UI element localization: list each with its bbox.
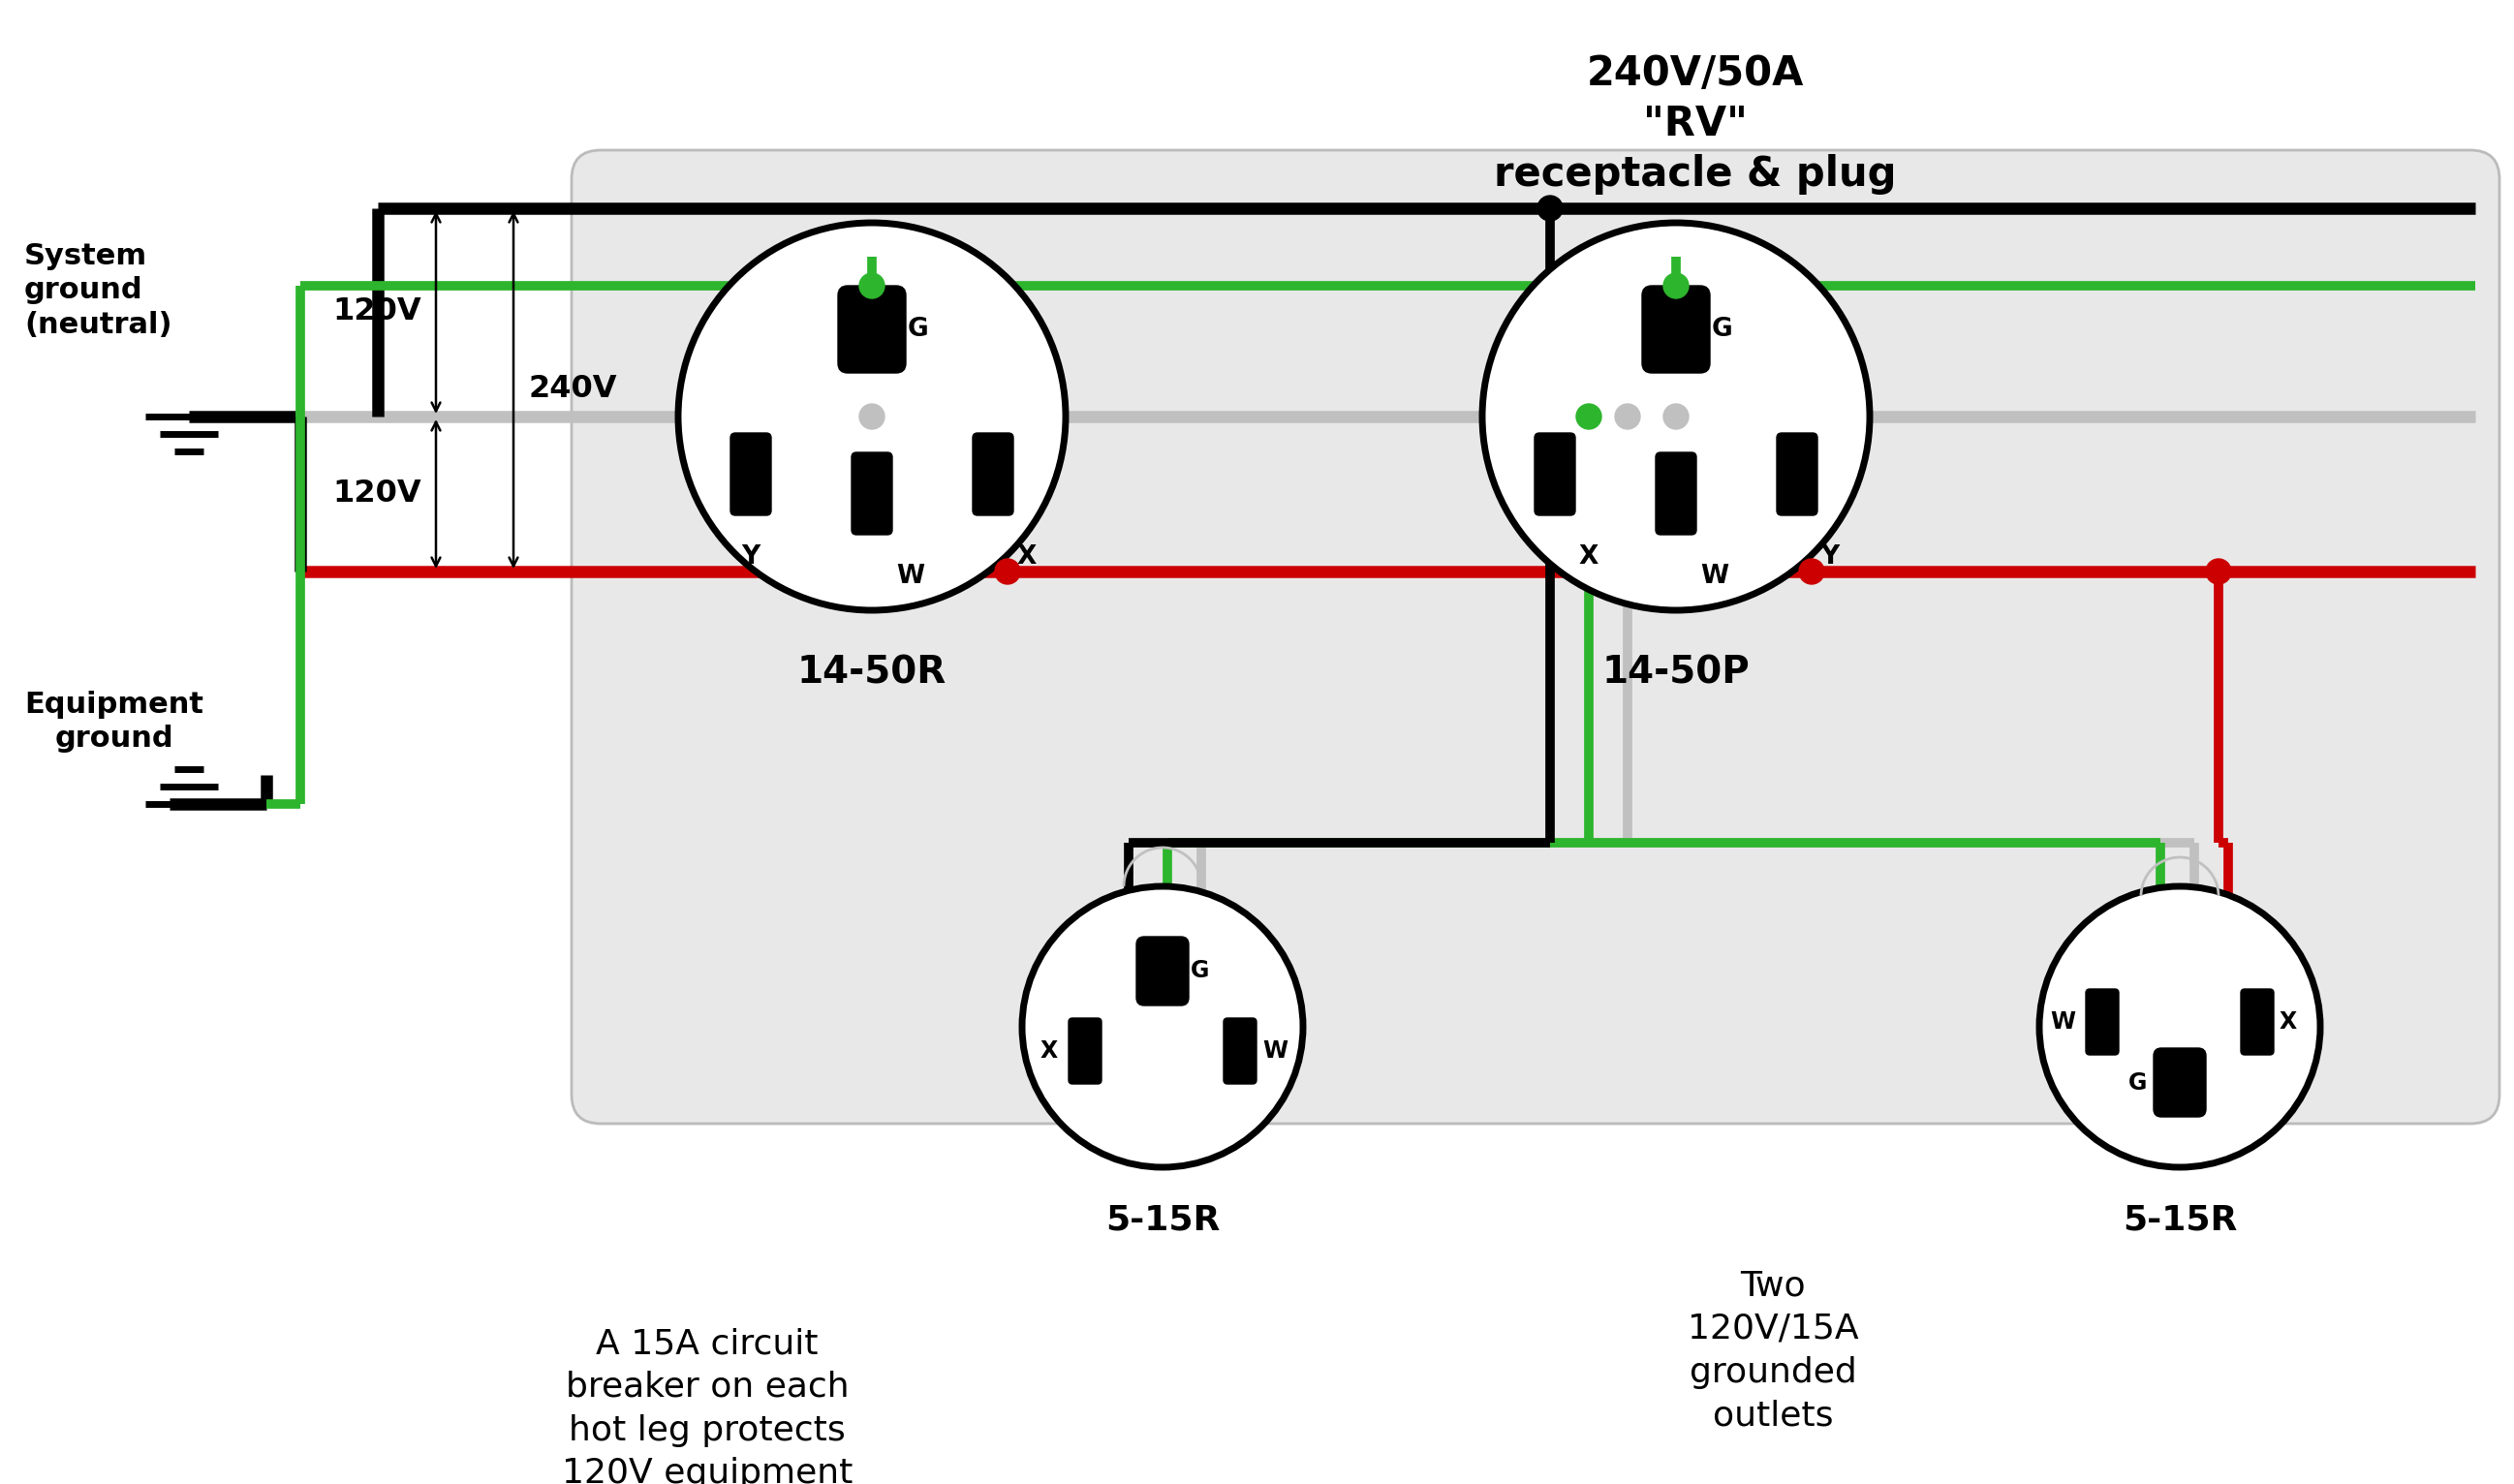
Circle shape xyxy=(2039,886,2320,1168)
Circle shape xyxy=(1483,223,1870,610)
Text: System
ground
(neutral): System ground (neutral) xyxy=(25,242,171,340)
Circle shape xyxy=(1576,404,1601,429)
Text: X: X xyxy=(1016,545,1036,570)
FancyBboxPatch shape xyxy=(2154,1048,2205,1117)
Text: G: G xyxy=(908,316,928,341)
Text: Two
120V/15A
grounded
outlets: Two 120V/15A grounded outlets xyxy=(1687,1269,1858,1432)
Text: G: G xyxy=(2127,1071,2147,1095)
Text: 120V: 120V xyxy=(332,297,422,326)
Text: 5-15R: 5-15R xyxy=(2122,1204,2237,1238)
FancyBboxPatch shape xyxy=(1534,433,1576,515)
FancyBboxPatch shape xyxy=(2240,988,2273,1055)
Text: Equipment
ground: Equipment ground xyxy=(25,690,204,752)
Text: W: W xyxy=(2049,1011,2074,1033)
Circle shape xyxy=(860,273,885,298)
Circle shape xyxy=(1664,273,1689,298)
FancyBboxPatch shape xyxy=(973,433,1013,515)
Text: 240V/50A
"RV"
receptacle & plug: 240V/50A "RV" receptacle & plug xyxy=(1493,53,1896,194)
FancyBboxPatch shape xyxy=(1136,936,1189,1006)
Text: X: X xyxy=(2280,1011,2298,1033)
Text: 240V: 240V xyxy=(528,374,616,405)
Text: X: X xyxy=(1041,1039,1058,1063)
Text: 5-15R: 5-15R xyxy=(1106,1204,1219,1238)
Circle shape xyxy=(1800,559,1825,585)
Text: A 15A circuit
breaker on each
hot leg protects
120V equipment: A 15A circuit breaker on each hot leg pr… xyxy=(561,1327,852,1484)
Circle shape xyxy=(2205,559,2230,585)
Text: Y: Y xyxy=(742,545,759,570)
FancyBboxPatch shape xyxy=(732,433,772,515)
Text: 14-50P: 14-50P xyxy=(1601,654,1750,690)
FancyBboxPatch shape xyxy=(1642,286,1710,372)
Circle shape xyxy=(1539,196,1564,221)
Text: W: W xyxy=(895,564,925,589)
Text: W: W xyxy=(1262,1039,1287,1063)
FancyBboxPatch shape xyxy=(1777,433,1818,515)
FancyBboxPatch shape xyxy=(852,453,892,534)
Text: Y: Y xyxy=(1820,545,1840,570)
Circle shape xyxy=(996,559,1021,585)
FancyBboxPatch shape xyxy=(2087,988,2119,1055)
Text: 120V: 120V xyxy=(332,479,422,509)
Circle shape xyxy=(679,223,1066,610)
FancyBboxPatch shape xyxy=(1657,453,1697,534)
Circle shape xyxy=(860,404,885,429)
Text: G: G xyxy=(1712,316,1732,341)
Text: W: W xyxy=(1699,564,1730,589)
Text: 14-50R: 14-50R xyxy=(797,654,948,690)
Circle shape xyxy=(1664,404,1689,429)
FancyBboxPatch shape xyxy=(1068,1018,1101,1083)
Circle shape xyxy=(1023,886,1302,1168)
FancyBboxPatch shape xyxy=(571,150,2499,1123)
Text: X: X xyxy=(1579,545,1599,570)
FancyBboxPatch shape xyxy=(1224,1018,1257,1083)
Text: G: G xyxy=(1192,959,1209,982)
Circle shape xyxy=(1614,404,1639,429)
FancyBboxPatch shape xyxy=(837,286,905,372)
